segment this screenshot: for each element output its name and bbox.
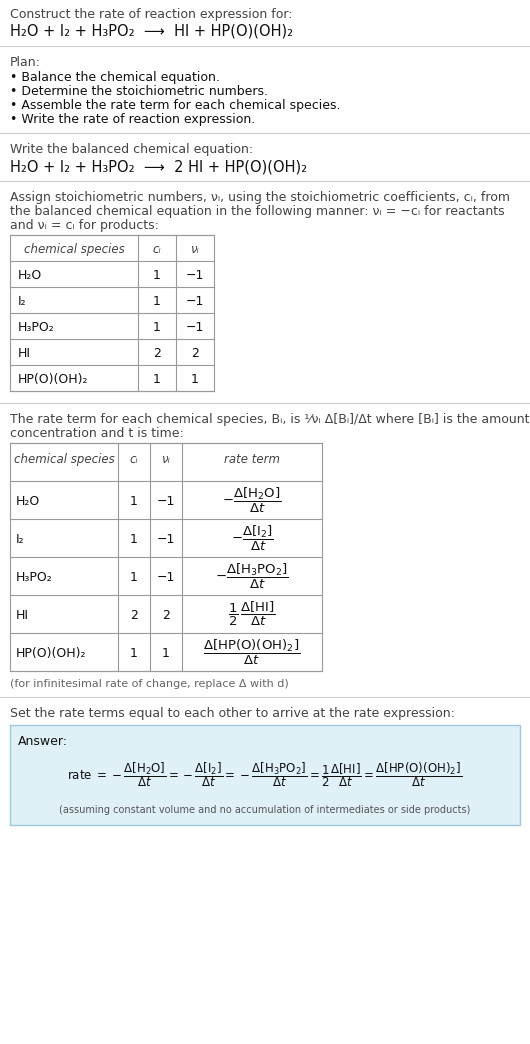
Text: 1: 1 [130, 495, 138, 508]
Text: • Determine the stoichiometric numbers.: • Determine the stoichiometric numbers. [10, 85, 268, 98]
Text: 1: 1 [162, 647, 170, 660]
Text: chemical species: chemical species [14, 453, 114, 466]
Text: 1: 1 [153, 321, 161, 334]
Bar [10, 443, 322, 671]
Text: H₃PO₂: H₃PO₂ [18, 321, 55, 334]
Text: −1: −1 [186, 295, 204, 308]
Text: • Write the rate of reaction expression.: • Write the rate of reaction expression. [10, 113, 255, 126]
Text: 1: 1 [153, 269, 161, 282]
Text: 1: 1 [153, 373, 161, 386]
Text: Assign stoichiometric numbers, νᵢ, using the stoichiometric coefficients, cᵢ, fr: Assign stoichiometric numbers, νᵢ, using… [10, 191, 510, 204]
Text: 2: 2 [130, 609, 138, 622]
Text: H₃PO₂: H₃PO₂ [16, 571, 53, 584]
Text: −1: −1 [157, 533, 175, 546]
Text: cᵢ: cᵢ [130, 453, 138, 466]
Text: chemical species: chemical species [24, 243, 125, 256]
Text: 2: 2 [153, 347, 161, 360]
Text: HP(O)(OH)₂: HP(O)(OH)₂ [18, 373, 89, 386]
Bar [10, 725, 520, 825]
Text: Set the rate terms equal to each other to arrive at the rate expression:: Set the rate terms equal to each other t… [10, 707, 455, 720]
Text: H₂O + I₂ + H₃PO₂  ⟶  HI + HP(O)(OH)₂: H₂O + I₂ + H₃PO₂ ⟶ HI + HP(O)(OH)₂ [10, 24, 293, 39]
Text: the balanced chemical equation in the following manner: νᵢ = −cᵢ for reactants: the balanced chemical equation in the fo… [10, 205, 505, 218]
Text: $\dfrac{\Delta[\mathrm{HP(O)(OH)_2}]}{\Delta t}$: $\dfrac{\Delta[\mathrm{HP(O)(OH)_2}]}{\D… [204, 638, 301, 667]
Text: Write the balanced chemical equation:: Write the balanced chemical equation: [10, 143, 253, 156]
Text: $\dfrac{1}{2}\,\dfrac{\Delta[\mathrm{HI}]}{\Delta t}$: $\dfrac{1}{2}\,\dfrac{\Delta[\mathrm{HI}… [228, 600, 276, 628]
Text: HI: HI [18, 347, 31, 360]
Text: H₂O + I₂ + H₃PO₂  ⟶  2 HI + HP(O)(OH)₂: H₂O + I₂ + H₃PO₂ ⟶ 2 HI + HP(O)(OH)₂ [10, 159, 307, 174]
Text: 2: 2 [191, 347, 199, 360]
Text: 1: 1 [191, 373, 199, 386]
Text: and νᵢ = cᵢ for products:: and νᵢ = cᵢ for products: [10, 219, 159, 232]
Text: 1: 1 [130, 571, 138, 584]
Text: (assuming constant volume and no accumulation of intermediates or side products): (assuming constant volume and no accumul… [59, 805, 471, 815]
Text: cᵢ: cᵢ [153, 243, 161, 256]
Text: rate $= -\dfrac{\Delta[\mathrm{H_2O}]}{\Delta t} = -\dfrac{\Delta[\mathrm{I_2}]}: rate $= -\dfrac{\Delta[\mathrm{H_2O}]}{\… [67, 761, 463, 789]
Text: HI: HI [16, 609, 29, 622]
Text: I₂: I₂ [16, 533, 24, 546]
Text: −1: −1 [157, 495, 175, 508]
Text: 1: 1 [153, 295, 161, 308]
Text: (for infinitesimal rate of change, replace Δ with d): (for infinitesimal rate of change, repla… [10, 679, 289, 689]
Text: −1: −1 [186, 269, 204, 282]
Text: −1: −1 [186, 321, 204, 334]
Text: 1: 1 [130, 533, 138, 546]
Text: I₂: I₂ [18, 295, 26, 308]
Text: concentration and t is time:: concentration and t is time: [10, 427, 184, 440]
Text: −1: −1 [157, 571, 175, 584]
Text: rate term: rate term [224, 453, 280, 466]
Text: HP(O)(OH)₂: HP(O)(OH)₂ [16, 647, 86, 660]
Text: νᵢ: νᵢ [191, 243, 199, 256]
Text: $-\dfrac{\Delta[\mathrm{I_2}]}{\Delta t}$: $-\dfrac{\Delta[\mathrm{I_2}]}{\Delta t}… [231, 523, 273, 552]
Text: The rate term for each chemical species, Bᵢ, is ¹⁄νᵢ Δ[Bᵢ]/Δt where [Bᵢ] is the : The rate term for each chemical species,… [10, 413, 529, 426]
Text: H₂O: H₂O [16, 495, 40, 508]
Text: νᵢ: νᵢ [162, 453, 170, 466]
Text: Plan:: Plan: [10, 56, 41, 69]
Text: Answer:: Answer: [18, 735, 68, 748]
Text: 2: 2 [162, 609, 170, 622]
Text: • Assemble the rate term for each chemical species.: • Assemble the rate term for each chemic… [10, 99, 340, 112]
Text: 1: 1 [130, 647, 138, 660]
Text: H₂O: H₂O [18, 269, 42, 282]
Bar [10, 235, 214, 392]
Text: • Balance the chemical equation.: • Balance the chemical equation. [10, 71, 220, 84]
Text: $-\dfrac{\Delta[\mathrm{H_2O}]}{\Delta t}$: $-\dfrac{\Delta[\mathrm{H_2O}]}{\Delta t… [223, 485, 281, 515]
Text: $-\dfrac{\Delta[\mathrm{H_3PO_2}]}{\Delta t}$: $-\dfrac{\Delta[\mathrm{H_3PO_2}]}{\Delt… [215, 562, 289, 591]
Text: Construct the rate of reaction expression for:: Construct the rate of reaction expressio… [10, 8, 293, 21]
